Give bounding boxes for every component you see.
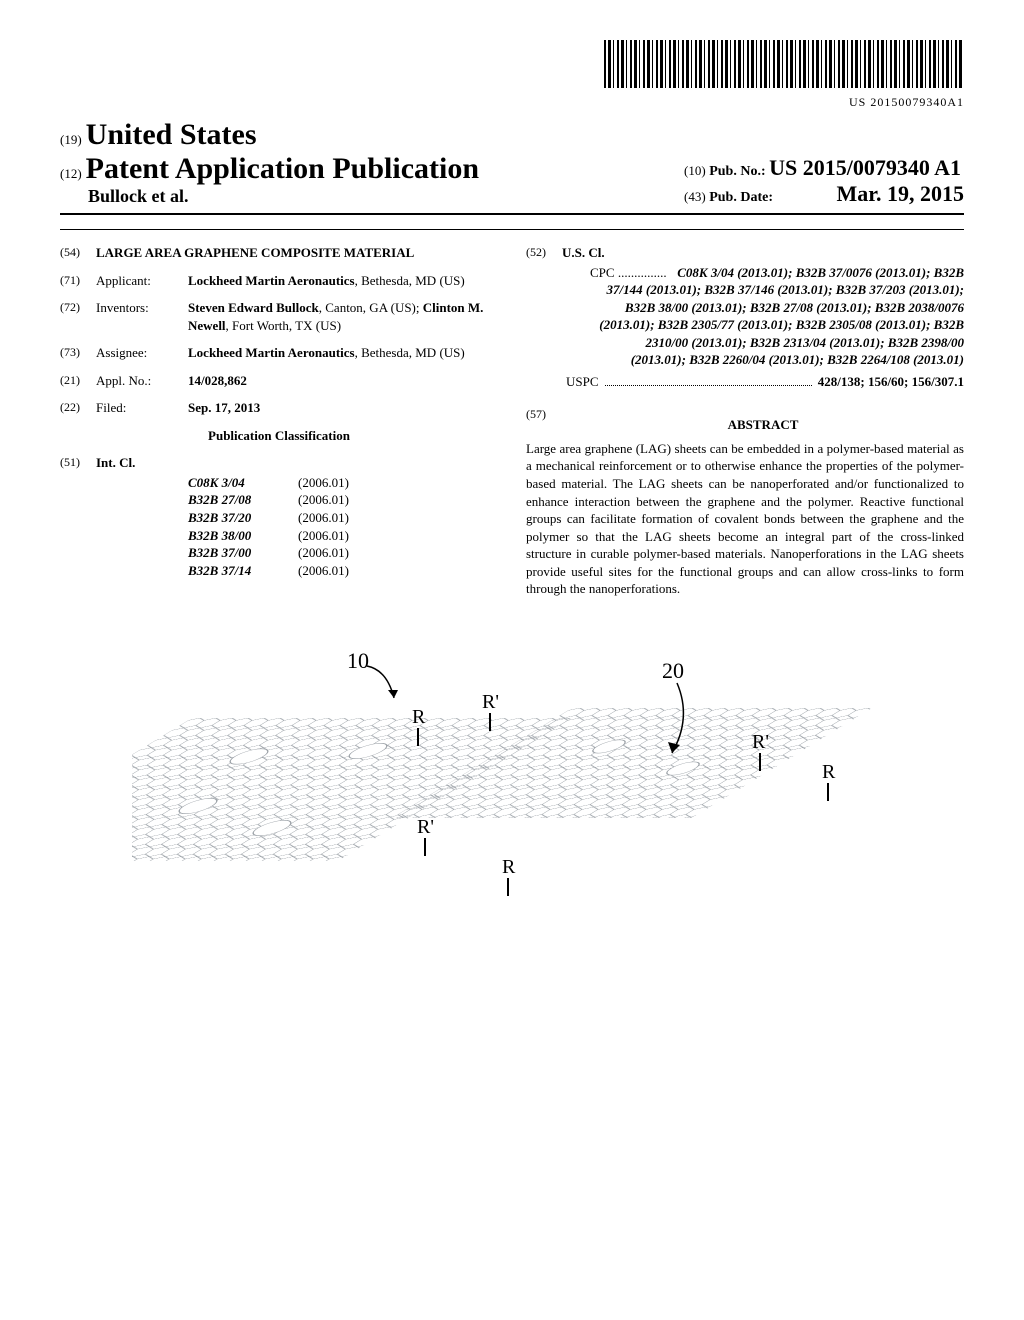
code-12: (12) (60, 166, 82, 181)
right-column: (52) U.S. Cl. CPC ............... C08K 3… (526, 244, 964, 598)
code-73: (73) (60, 344, 96, 362)
abstract-text: Large area graphene (LAG) sheets can be … (526, 440, 964, 598)
patent-page: US 20150079340A1 (19) United States (12)… (0, 0, 1024, 1033)
cpc-body: CPC ............... C08K 3/04 (2013.01);… (590, 264, 964, 369)
intcl-code: B32B 38/00 (188, 527, 298, 545)
code-43: (43) (684, 189, 706, 204)
field-intcl: (51) Int. Cl. (60, 454, 498, 472)
code-52: (52) (526, 244, 562, 262)
dots-leader (605, 369, 812, 387)
intcl-ver: (2006.01) (298, 474, 349, 492)
field-inventors: (72) Inventors: Steven Edward Bullock, C… (60, 299, 498, 334)
intcl-label: Int. Cl. (96, 454, 498, 472)
intcl-row: B32B 27/08(2006.01) (188, 491, 498, 509)
uspc-codes: 428/138; 156/60; 156/307.1 (818, 373, 964, 391)
uspc-line: USPC 428/138; 156/60; 156/307.1 (566, 373, 964, 391)
code-19: (19) (60, 132, 82, 147)
label-Rp: R' (752, 731, 769, 753)
pubdate: Mar. 19, 2015 (836, 181, 964, 206)
code-57: (57) (526, 406, 562, 440)
figure: 10 20 R R' R' R R' R (60, 628, 964, 1013)
applicant-name: Lockheed Martin Aeronautics (188, 273, 355, 288)
intcl-code: B32B 27/08 (188, 491, 298, 509)
intcl-ver: (2006.01) (298, 527, 349, 545)
applno-value: 14/028,862 (188, 372, 498, 390)
applno-label: Appl. No.: (96, 372, 188, 390)
applicant-label: Applicant: (96, 272, 188, 290)
label-R: R (412, 706, 426, 728)
inventor-1-loc: , Canton, GA (US); (319, 300, 423, 315)
header-right: (10) Pub. No.: US 2015/0079340 A1 (43) P… (684, 155, 964, 207)
intcl-row: C08K 3/04(2006.01) (188, 474, 498, 492)
header: (19) United States (12) Patent Applicati… (60, 118, 964, 215)
intcl-ver: (2006.01) (298, 562, 349, 580)
code-54: (54) (60, 244, 96, 262)
pubdate-label: Pub. Date: (709, 190, 773, 205)
intcl-row: B32B 37/00(2006.01) (188, 544, 498, 562)
field-uscl: (52) U.S. Cl. (526, 244, 964, 262)
country: United States (86, 118, 257, 151)
ref-20: 20 (662, 658, 684, 683)
intcl-ver: (2006.01) (298, 544, 349, 562)
applicant-loc: , Bethesda, MD (US) (355, 273, 465, 288)
left-column: (54) LARGE AREA GRAPHENE COMPOSITE MATER… (60, 244, 498, 598)
header-left: (19) United States (12) Patent Applicati… (60, 118, 479, 207)
assignee-value: Lockheed Martin Aeronautics, Bethesda, M… (188, 344, 498, 362)
code-72: (72) (60, 299, 96, 334)
graphene-figure-svg: 10 20 R R' R' R R' R (132, 628, 892, 1008)
uscl-block: CPC ............... C08K 3/04 (2013.01);… (566, 264, 964, 391)
assignee-label: Assignee: (96, 344, 188, 362)
invention-title: LARGE AREA GRAPHENE COMPOSITE MATERIAL (96, 244, 498, 262)
barcode-number: US 20150079340A1 (60, 95, 964, 110)
uscl-label: U.S. Cl. (562, 244, 964, 262)
intcl-code: C08K 3/04 (188, 474, 298, 492)
code-71: (71) (60, 272, 96, 290)
label-R: R (502, 856, 516, 878)
intcl-code: B32B 37/14 (188, 562, 298, 580)
code-22: (22) (60, 399, 96, 417)
label-R: R (822, 761, 836, 783)
label-Rp: R' (482, 691, 499, 713)
filed-value: Sep. 17, 2013 (188, 399, 498, 417)
inventors-value: Steven Edward Bullock, Canton, GA (US); … (188, 299, 498, 334)
uspc-label: USPC (566, 373, 599, 391)
pub-classification-title: Publication Classification (60, 427, 498, 445)
assignee-name: Lockheed Martin Aeronautics (188, 345, 355, 360)
inventors-label: Inventors: (96, 299, 188, 334)
intcl-row: B32B 37/14(2006.01) (188, 562, 498, 580)
publication-label: Patent Application Publication (86, 152, 479, 185)
code-21: (21) (60, 372, 96, 390)
barcode-block: US 20150079340A1 (60, 40, 964, 110)
abstract-header: (57) ABSTRACT (526, 406, 964, 440)
intcl-ver: (2006.01) (298, 491, 349, 509)
intcl-table: C08K 3/04(2006.01) B32B 27/08(2006.01) B… (188, 474, 498, 579)
code-51: (51) (60, 454, 96, 472)
applicant-value: Lockheed Martin Aeronautics, Bethesda, M… (188, 272, 498, 290)
field-applicant: (71) Applicant: Lockheed Martin Aeronaut… (60, 272, 498, 290)
cpc-label: CPC ............... (590, 264, 667, 282)
field-assignee: (73) Assignee: Lockheed Martin Aeronauti… (60, 344, 498, 362)
code-10: (10) (684, 163, 706, 178)
intcl-ver: (2006.01) (298, 509, 349, 527)
author-line: Bullock et al. (88, 186, 479, 207)
inventor-2-loc: , Fort Worth, TX (US) (226, 318, 341, 333)
pubno: US 2015/0079340 A1 (769, 155, 961, 180)
filed-label: Filed: (96, 399, 188, 417)
barcode (604, 40, 964, 88)
intcl-row: B32B 38/00(2006.01) (188, 527, 498, 545)
assignee-loc: , Bethesda, MD (US) (355, 345, 465, 360)
intcl-code: B32B 37/00 (188, 544, 298, 562)
ref-10: 10 (347, 648, 369, 673)
label-Rp: R' (417, 816, 434, 838)
field-applno: (21) Appl. No.: 14/028,862 (60, 372, 498, 390)
pubno-label: Pub. No.: (709, 164, 765, 179)
body-columns: (54) LARGE AREA GRAPHENE COMPOSITE MATER… (60, 229, 964, 598)
field-title: (54) LARGE AREA GRAPHENE COMPOSITE MATER… (60, 244, 498, 262)
field-filed: (22) Filed: Sep. 17, 2013 (60, 399, 498, 417)
abstract-label: ABSTRACT (562, 416, 964, 434)
intcl-row: B32B 37/20(2006.01) (188, 509, 498, 527)
inventor-1: Steven Edward Bullock (188, 300, 319, 315)
intcl-code: B32B 37/20 (188, 509, 298, 527)
